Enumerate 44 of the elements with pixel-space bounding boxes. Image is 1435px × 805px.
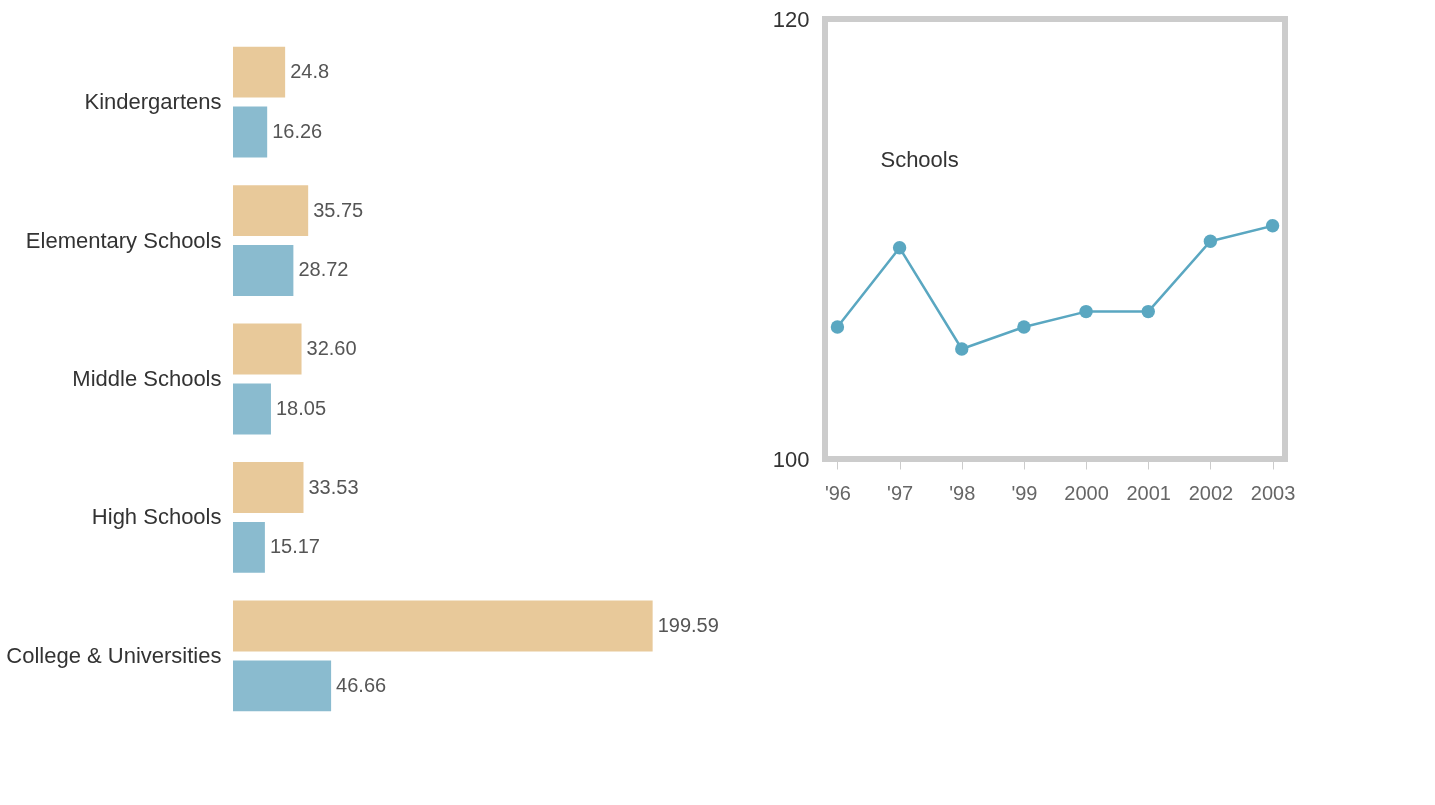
bar (233, 245, 294, 296)
y-tick-label: Elementary Schools (25, 227, 222, 253)
x-tick-label: '96 (824, 481, 851, 504)
data-label: 35.75 (313, 198, 364, 221)
point (892, 241, 907, 255)
bar (233, 46, 286, 98)
bar (233, 106, 268, 158)
y-tick-label: High Schools (91, 504, 222, 530)
text: Schools (880, 146, 959, 172)
point (955, 342, 969, 356)
bar (233, 521, 265, 573)
data-label: 18.05 (275, 396, 327, 419)
data-label: 24.8 (290, 60, 330, 83)
y-tick-label: 120 (772, 6, 810, 32)
y-tick-label: College & Universities (6, 642, 222, 668)
point (1141, 304, 1155, 319)
y-tick-label: Kindergartens (84, 89, 222, 115)
data-label: 199.59 (657, 613, 719, 636)
x-tick-label: '97 (887, 481, 914, 504)
x-tick-label: '99 (1011, 481, 1038, 504)
x-tick-label: 2000 (1064, 481, 1109, 504)
bar (233, 383, 271, 435)
y-tick-label: 100 (772, 446, 810, 472)
x-tick-label: 2001 (1126, 481, 1171, 504)
bar (233, 660, 332, 712)
bar (233, 600, 653, 652)
data-label: 46.66 (336, 673, 387, 696)
data-label: 15.17 (269, 535, 320, 558)
point (1079, 304, 1093, 319)
data-label: 16.26 (272, 120, 323, 143)
point (1265, 219, 1280, 233)
point (1203, 234, 1218, 248)
data-label: 33.53 (308, 475, 359, 498)
data-label: 32.60 (306, 337, 357, 360)
data-label: 28.72 (298, 258, 349, 281)
y-tick-label: Middle Schools (72, 366, 222, 391)
bar (233, 323, 302, 375)
bar (233, 185, 309, 237)
x-tick-label: 2003 (1250, 481, 1296, 504)
point (830, 320, 845, 334)
x-tick-label: 2002 (1188, 481, 1234, 504)
point (1017, 320, 1031, 334)
bar (233, 462, 304, 513)
x-tick-label: '98 (949, 481, 976, 504)
